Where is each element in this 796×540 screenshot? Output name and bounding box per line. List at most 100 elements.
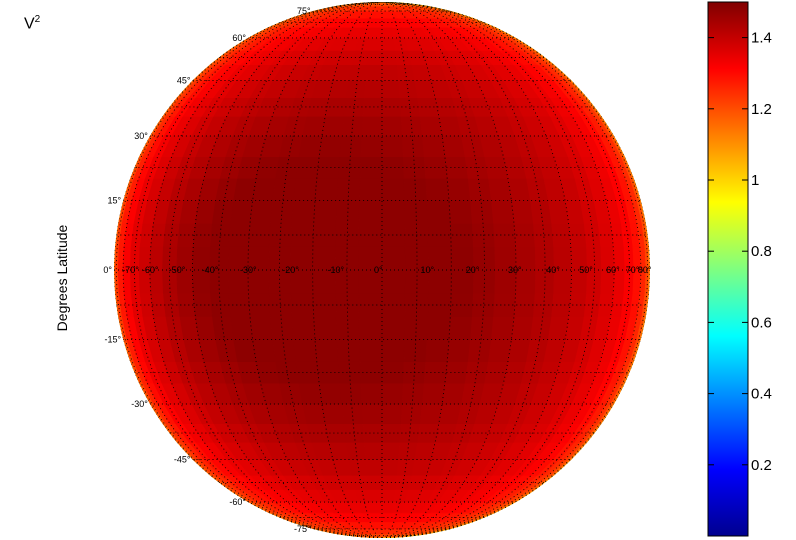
heatmap-cell <box>318 135 343 158</box>
heatmap-cell <box>249 200 273 224</box>
heatmap-cell <box>467 178 492 201</box>
heatmap-cell <box>345 80 366 99</box>
heatmap-cell <box>290 223 315 247</box>
heatmap-cell <box>248 293 271 317</box>
title-base: V <box>24 15 35 33</box>
heatmap-cell <box>351 50 369 65</box>
heatmap-cell <box>314 339 339 362</box>
colorbar-tick-label: 0.2 <box>751 457 772 474</box>
heatmap-cell <box>359 178 383 201</box>
heatmap-cell <box>381 200 406 224</box>
heatmap-cell <box>298 382 323 405</box>
heatmap-cell <box>444 361 469 384</box>
meridian-line <box>192 2 383 538</box>
lat-label: -75° <box>294 524 311 534</box>
heatmap-cell <box>162 293 181 317</box>
colorbar: 0.2 0.4 0.6 0.8 1 1.2 1.4 <box>707 1 772 537</box>
heatmap-cell <box>360 135 383 158</box>
lon-label: 60° <box>606 265 620 275</box>
heatmap-cell <box>252 178 276 201</box>
lon-label: -50° <box>169 265 186 275</box>
heatmap-cell <box>233 339 257 362</box>
heatmap-cell <box>358 223 383 247</box>
heatmap-cell <box>291 200 316 224</box>
heatmap-cell <box>212 316 234 340</box>
heatmap-cell <box>381 489 396 503</box>
heatmap-cell <box>421 382 446 405</box>
heatmap-cell <box>419 403 443 425</box>
heatmap-cell <box>358 293 383 317</box>
heatmap-cell <box>360 382 383 405</box>
heatmap-cell <box>381 50 398 65</box>
heatmap-cell <box>270 316 294 340</box>
heatmap-cell <box>425 178 450 201</box>
heatmap-cell <box>339 135 363 158</box>
heatmap-cell <box>381 339 405 362</box>
lat-label: 60° <box>232 33 246 43</box>
heatmap-cell <box>212 200 234 224</box>
lat-label: 75° <box>297 6 311 16</box>
heatmap-cell <box>511 200 534 224</box>
heatmap-cell <box>302 403 326 425</box>
heatmap-cell <box>381 441 401 460</box>
heatmap-cell <box>427 223 452 247</box>
heatmap-cell <box>291 316 316 340</box>
heatmap-cell <box>336 339 361 362</box>
heatmap-cell <box>272 339 297 362</box>
heatmap-cell <box>252 339 276 362</box>
heatmap-cell <box>400 115 423 137</box>
heatmap-cell <box>381 246 406 271</box>
heatmap-cell <box>568 293 587 317</box>
heatmap-cell <box>359 339 383 362</box>
heatmap-cell <box>345 441 366 460</box>
heatmap-cell <box>316 361 341 384</box>
heatmap-cell <box>290 293 315 317</box>
heatmap-cell <box>293 178 318 201</box>
heatmap-cell <box>381 115 403 137</box>
heatmap-cell <box>449 223 474 247</box>
lat-label: -30° <box>131 399 148 409</box>
heatmap-cell <box>335 293 360 317</box>
heatmap-cell <box>488 339 512 362</box>
heatmap-cell <box>401 135 425 158</box>
heatmap-cell <box>488 178 512 201</box>
heatmap-cell <box>470 200 494 224</box>
heatmap-cell <box>448 200 473 224</box>
heatmap-cell <box>530 200 552 224</box>
heatmap-cell <box>530 316 552 340</box>
colorbar-tick-label: 0.8 <box>751 243 772 260</box>
heatmap-cell <box>270 200 294 224</box>
heatmap-cell <box>401 382 425 405</box>
heatmap-cell <box>568 223 587 247</box>
heatmap-cell <box>321 115 345 137</box>
heatmap-cell <box>358 316 383 340</box>
heatmap-cell <box>293 339 318 362</box>
heatmap-cell <box>228 223 251 247</box>
lon-label: -40° <box>202 265 219 275</box>
colorbar-tick-label: 1 <box>751 172 759 189</box>
lon-label: 30° <box>508 265 522 275</box>
heatmap-cell <box>272 178 297 201</box>
heatmap-cell <box>425 339 450 362</box>
title-sup: 2 <box>34 14 41 25</box>
heatmap-cell <box>192 223 213 247</box>
heatmap-cell <box>381 361 405 384</box>
heatmap-cell <box>381 178 405 201</box>
colorbar-title: V2 <box>24 14 40 33</box>
lat-label: 45° <box>177 76 191 86</box>
lon-label: -60° <box>142 265 159 275</box>
heatmap-cell <box>361 115 383 137</box>
heatmap-cell <box>467 339 492 362</box>
lon-label: -10° <box>328 265 345 275</box>
meridian-line <box>247 2 383 538</box>
grid-labels: 75° 60° 45° 30° 15° 0° -15° -30° -45° -60° -75° -70… <box>103 6 652 534</box>
heatmap-cell <box>361 403 383 425</box>
heatmap-cell <box>403 339 428 362</box>
heatmap-cell <box>230 316 253 340</box>
heatmap-cell <box>381 135 404 158</box>
globe-disc <box>114 2 650 538</box>
heatmap-cell <box>368 37 383 51</box>
heatmap-cell <box>313 316 338 340</box>
colorbar-gradient <box>707 1 749 537</box>
